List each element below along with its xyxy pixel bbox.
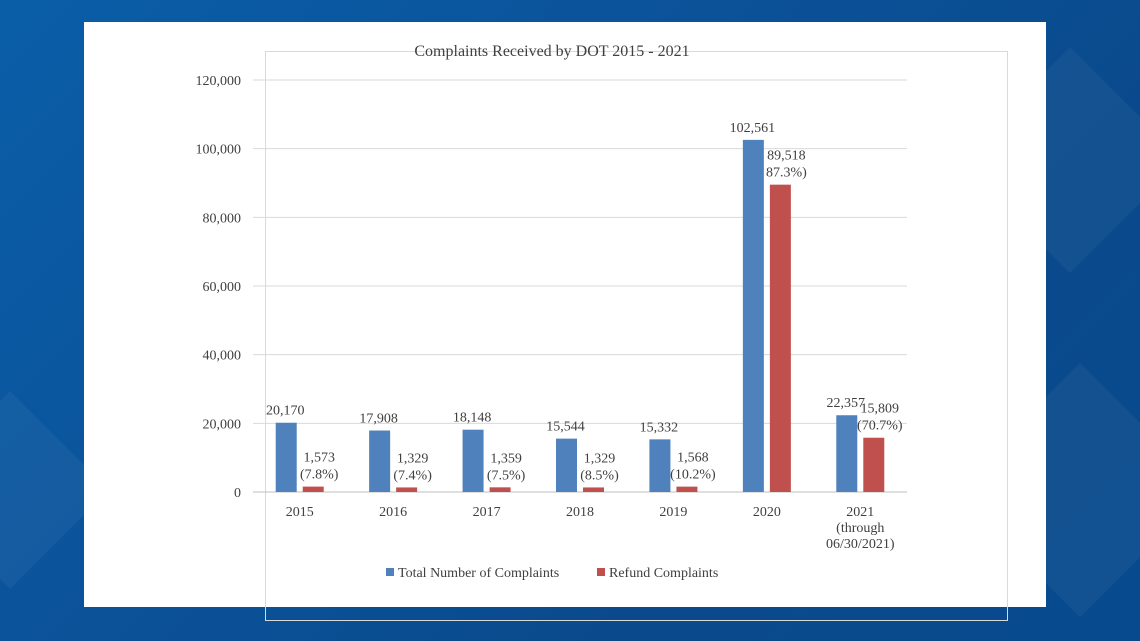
x-tick-label: 06/30/2021) [826, 537, 895, 552]
y-tick-label: 20,000 [203, 417, 242, 432]
total-complaints-bar [742, 139, 764, 492]
data-label: 20,170 [266, 404, 305, 419]
data-label: 1,329 [584, 451, 616, 466]
data-label: (10.2%) [670, 468, 716, 483]
x-tick-label: (through [836, 521, 884, 536]
data-label: 1,359 [490, 451, 522, 466]
y-tick-label: 120,000 [196, 74, 242, 89]
y-tick-label: 0 [234, 486, 241, 501]
y-tick-label: 60,000 [203, 280, 242, 295]
refund-complaints-bar [583, 487, 604, 492]
total-complaints-bar [649, 439, 671, 492]
x-tick-label: 2015 [286, 505, 314, 520]
data-label: 87.3%) [766, 166, 807, 181]
refund-complaints-bar [676, 486, 698, 492]
refund-complaints-bar [396, 487, 418, 492]
x-tick-label: 2017 [473, 505, 501, 520]
legend-swatch-refund [597, 568, 605, 576]
total-complaints-bar [556, 438, 577, 492]
x-tick-label: 2016 [379, 505, 407, 520]
y-tick-label: 80,000 [203, 211, 242, 226]
refund-complaints-bar [769, 184, 791, 493]
data-label: 89,518 [767, 149, 806, 164]
refund-complaints-bar [302, 486, 324, 492]
total-complaints-bar [462, 429, 484, 492]
y-tick-label: 100,000 [196, 143, 242, 158]
refund-complaints-bar [489, 487, 511, 492]
data-label: (7.4%) [393, 468, 432, 483]
data-label: 18,148 [453, 411, 492, 426]
legend-swatch-total [386, 568, 394, 576]
x-tick-label: 2021 [846, 505, 874, 520]
total-complaints-bar [836, 415, 858, 492]
x-tick-label: 2018 [566, 505, 594, 520]
chart-frame [265, 51, 1008, 621]
total-complaints-bar [369, 430, 391, 492]
data-label: (8.5%) [580, 468, 619, 483]
x-tick-label: 2020 [753, 505, 781, 520]
chart-card [84, 22, 1046, 621]
chart-title: Complaints Received by DOT 2015 - 2021 [414, 43, 689, 60]
data-label: 1,573 [303, 451, 335, 466]
legend-label-total: Total Number of Complaints [398, 566, 559, 581]
data-label: 17,908 [359, 412, 398, 427]
data-label: 15,544 [546, 420, 585, 435]
data-label: 15,809 [861, 402, 900, 417]
data-label: (7.8%) [300, 468, 339, 483]
refund-complaints-bar [863, 437, 885, 492]
data-label: 15,332 [640, 420, 679, 435]
data-label: 22,357 [827, 396, 866, 411]
x-tick-label: 2019 [659, 505, 687, 520]
data-label: 102,561 [730, 121, 776, 136]
data-label: (7.5%) [487, 468, 526, 483]
total-complaints-bar [275, 422, 297, 492]
data-label: 1,329 [397, 451, 429, 466]
legend-label-refund: Refund Complaints [609, 566, 718, 581]
y-tick-label: 40,000 [203, 349, 242, 364]
data-label: (70.7%) [857, 419, 903, 434]
data-label: 1,568 [677, 451, 709, 466]
